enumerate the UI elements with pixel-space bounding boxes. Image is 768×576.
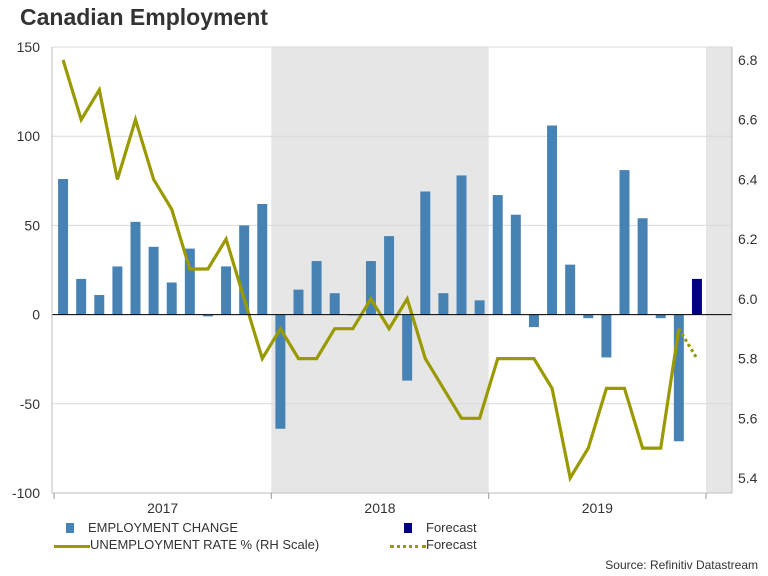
right-tick-label: 6.2 (738, 231, 758, 247)
left-tick-label: 150 (17, 39, 41, 55)
employment-bar (492, 195, 503, 315)
employment-bar (510, 214, 521, 315)
left-axis-ticks: 150 100 50 0 -50 -100 (12, 39, 40, 501)
employment-bar (474, 300, 485, 315)
right-tick-label: 5.6 (738, 410, 758, 426)
employment-bar (673, 314, 684, 442)
employment-bar (456, 175, 467, 315)
employment-bar (58, 179, 69, 315)
source-note: Source: Refinitiv Datastream (605, 558, 758, 572)
employment-bar (601, 314, 612, 358)
year-label: 2017 (147, 500, 178, 516)
legend-label: Forecast (426, 537, 477, 552)
employment-bar (583, 314, 594, 319)
legend-line-swatch (54, 545, 90, 548)
employment-bar (94, 294, 105, 315)
employment-bar (547, 125, 558, 315)
employment-bar (619, 170, 630, 315)
unemployment-line-group (61, 59, 699, 483)
employment-bar (166, 282, 177, 315)
right-tick-label: 6.8 (738, 52, 758, 68)
employment-bar (528, 314, 539, 328)
right-tick-label: 5.4 (738, 470, 758, 486)
year-label: 2019 (582, 500, 613, 516)
right-axis-ticks: 6.8 6.6 6.4 6.2 6.0 5.8 5.6 5.4 (738, 52, 758, 486)
shade-2018 (271, 47, 489, 493)
employment-bar (76, 278, 87, 315)
employment-bar (221, 266, 232, 315)
employment-bars (58, 125, 702, 442)
shade-2020 (706, 47, 732, 493)
right-tick-label: 6.0 (738, 291, 758, 307)
axes (51, 47, 733, 499)
left-tick-label: 100 (17, 128, 41, 144)
employment-bar (184, 248, 195, 315)
right-tick-label: 6.6 (738, 112, 758, 128)
employment-bar (148, 246, 159, 315)
shaded-periods (271, 47, 732, 493)
legend-bar-swatch (66, 523, 74, 533)
employment-bar (402, 314, 413, 381)
unemployment-rate-line (61, 59, 681, 483)
employment-bar (565, 264, 576, 315)
employment-bar (112, 266, 123, 315)
right-tick-label: 6.4 (738, 171, 758, 187)
right-tick-label: 5.8 (738, 351, 758, 367)
employment-bar (329, 293, 340, 315)
x-axis-year-labels: 2017 2018 2019 (147, 500, 613, 516)
legend-label: UNEMPLOYMENT RATE % (RH Scale) (90, 537, 320, 552)
legend-forecast-bar-swatch (404, 523, 412, 533)
employment-bar (420, 191, 431, 315)
forecast-bar (691, 278, 702, 315)
left-tick-label: 0 (32, 307, 40, 323)
employment-bar (365, 261, 376, 315)
employment-bar (239, 225, 250, 315)
year-label: 2018 (364, 500, 395, 516)
employment-bar (311, 261, 322, 315)
employment-bar (275, 314, 286, 429)
left-tick-label: -100 (12, 485, 40, 501)
legend-label: EMPLOYMENT CHANGE (88, 520, 239, 535)
legend-dotted-swatch (390, 545, 426, 548)
employment-bar (202, 314, 213, 317)
employment-bar (293, 289, 304, 315)
employment-bar (257, 203, 268, 315)
employment-bar (655, 314, 666, 319)
chart-title: Canadian Employment (20, 4, 268, 30)
employment-bar (130, 221, 141, 315)
left-tick-label: 50 (24, 217, 40, 233)
employment-bar (384, 236, 395, 315)
employment-bar (438, 293, 449, 315)
employment-bar (637, 218, 648, 315)
left-tick-label: -50 (20, 396, 40, 412)
legend-label: Forecast (426, 520, 477, 535)
